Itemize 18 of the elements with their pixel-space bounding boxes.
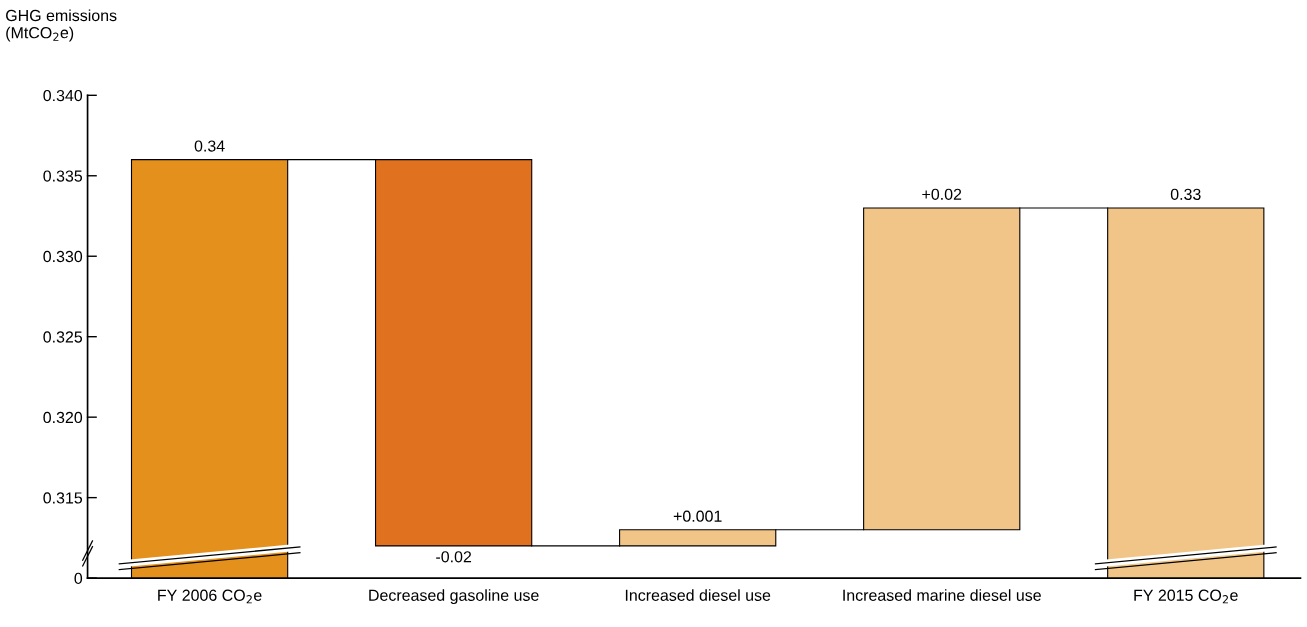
data-label: -0.02 <box>436 551 472 563</box>
x-tick-label: Increased diesel use <box>625 589 771 601</box>
y-tick-label: 0 <box>74 572 83 585</box>
x-tick-label: FY 2015 CO$_{2}$e <box>1134 589 1238 604</box>
y-tick-label: 0.320 <box>43 411 83 424</box>
y-axis-title: GHG emissions (MtCO$_{2}$e) <box>6 9 117 42</box>
y-tick-label: 0.325 <box>43 331 83 343</box>
x-tick-label: FY 2006 CO$_{2}$e <box>158 589 262 604</box>
y-tick-label: 0.335 <box>43 170 83 182</box>
data-label: 0.33 <box>1170 188 1201 200</box>
y-tick-label: 0.330 <box>43 250 83 263</box>
y-tick-label: 0.340 <box>43 89 83 102</box>
data-label: +0.02 <box>922 188 962 200</box>
x-tick-label: Increased marine diesel use <box>843 589 1041 601</box>
data-label: 0.34 <box>194 140 225 152</box>
data-label: +0.001 <box>673 510 722 522</box>
x-tick-label: Decreased gasoline use <box>369 589 539 605</box>
y-tick-label: 0.315 <box>43 492 83 504</box>
